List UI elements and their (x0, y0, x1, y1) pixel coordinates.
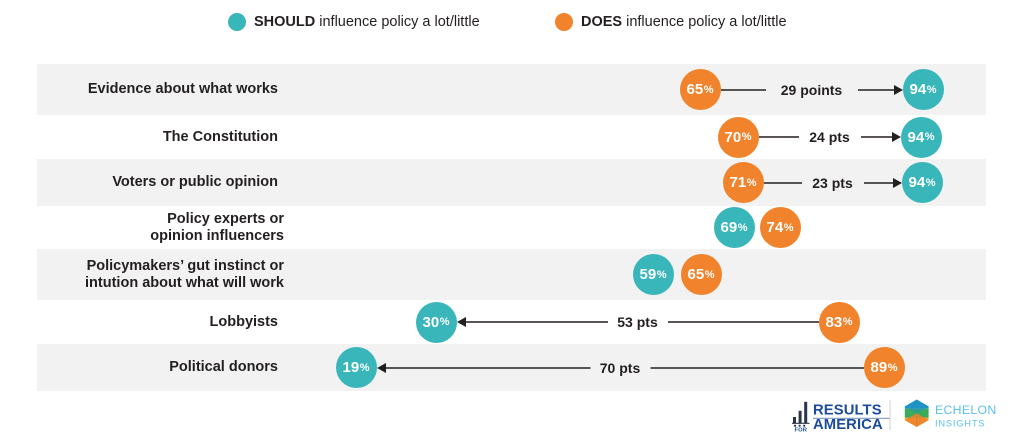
svg-text:FOR: FOR (795, 428, 808, 434)
svg-text:ECHELON: ECHELON (935, 403, 997, 417)
svg-text:INSIGHTS: INSIGHTS (935, 419, 985, 429)
svg-text:AMERICA: AMERICA (813, 417, 883, 433)
